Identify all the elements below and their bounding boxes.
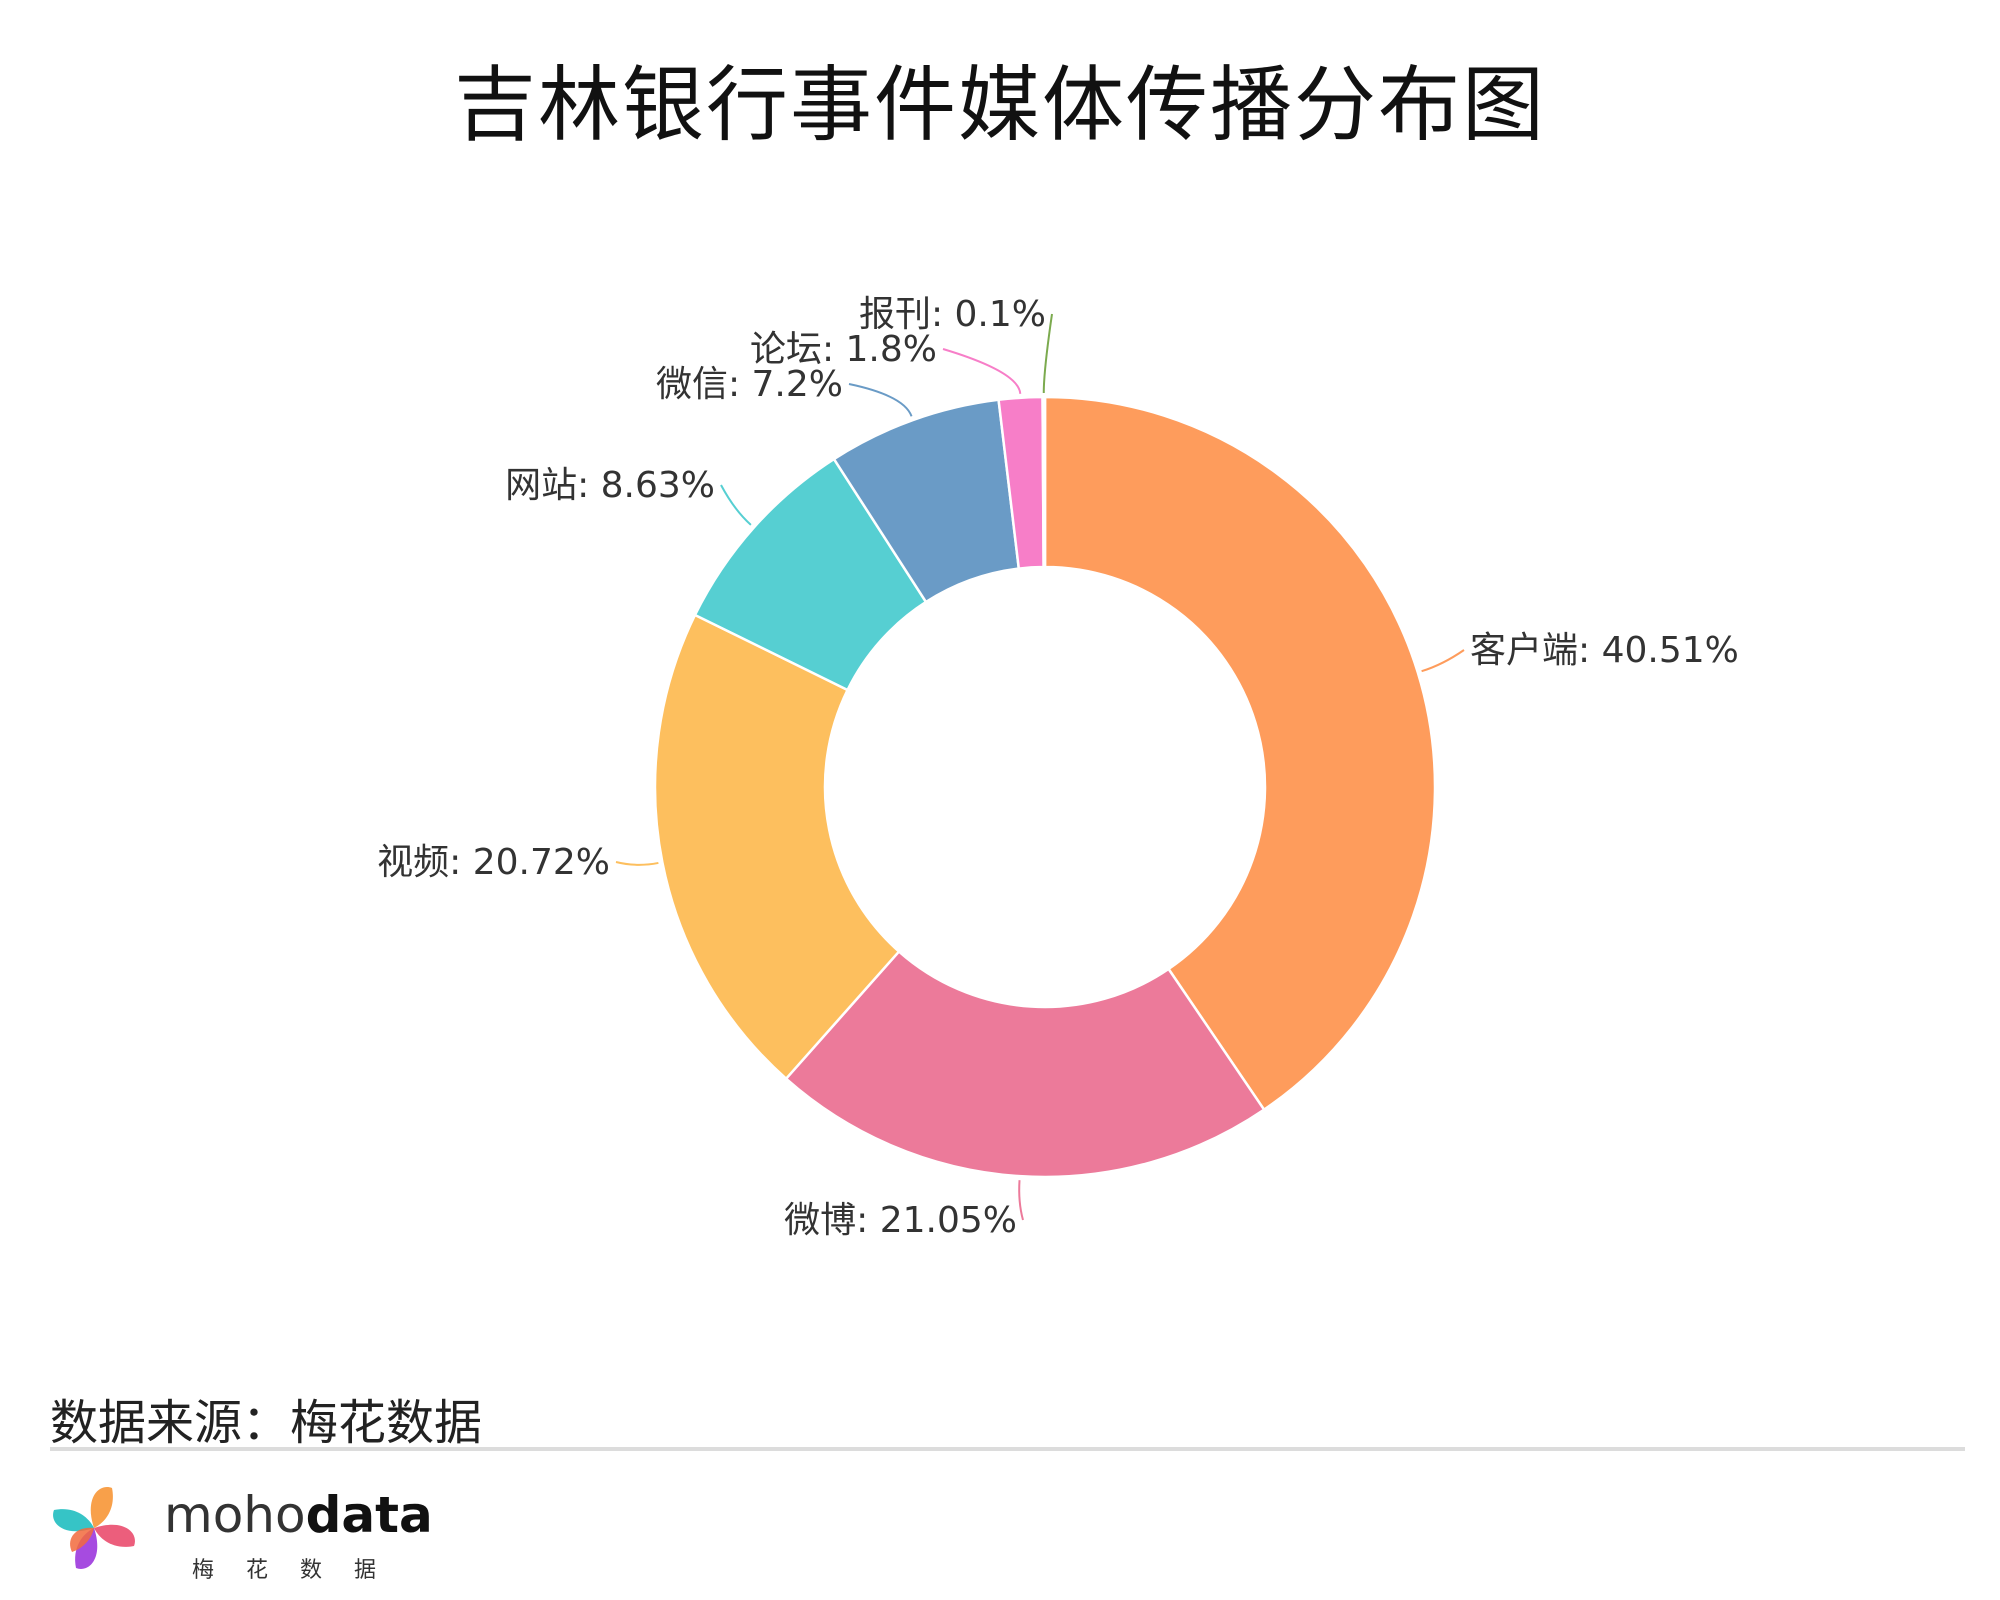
slice-label-论坛: 论坛: 1.8%: [750, 329, 937, 370]
logo-wordmark-bold: data: [305, 1486, 433, 1544]
donut-chart: 客户端: 40.51% 微博: 21.05% 视频: 20.72% 网站: 8.63%…: [377, 294, 1739, 1241]
logo-wordmark: mohodata: [164, 1486, 433, 1544]
slice-视频[interactable]: [653, 613, 901, 1081]
data-source-note: 数据来源：梅花数据: [50, 1395, 483, 1451]
footer-divider: [50, 1447, 1965, 1451]
slice-label-网站: 网站: 8.63%: [505, 465, 715, 506]
slice-label-微博: 微博: 21.05%: [784, 1200, 1017, 1241]
leader-line-微博: [1018, 1180, 1024, 1221]
leader-line-报刊: [1042, 313, 1053, 394]
slice-label-客户端: 客户端: 40.51%: [1470, 630, 1739, 671]
pinwheel-logo-icon: [53, 1487, 135, 1569]
mohodata-logo: mohodata 梅花数据: [44, 1478, 464, 1588]
chart-title: 吉林银行事件媒体传播分布图: [453, 58, 1546, 153]
slice-微博[interactable]: [784, 949, 1266, 1179]
leader-line-视频: [615, 861, 659, 866]
slice-客户端[interactable]: [1043, 395, 1437, 1112]
leader-line-网站: [720, 484, 752, 526]
slice-label-视频: 视频: 20.72%: [377, 842, 610, 883]
slice-label-微信: 微信: 7.2%: [656, 364, 843, 405]
logo-subtitle: 梅花数据: [192, 1558, 409, 1583]
slice-label-报刊: 报刊: 0.1%: [859, 294, 1046, 335]
leader-line-客户端: [1421, 649, 1465, 673]
logo-wordmark-light: moho: [164, 1486, 306, 1544]
leader-line-微信: [848, 383, 913, 417]
slice-报刊[interactable]: [1041, 395, 1047, 569]
leader-line-论坛: [942, 348, 1022, 394]
